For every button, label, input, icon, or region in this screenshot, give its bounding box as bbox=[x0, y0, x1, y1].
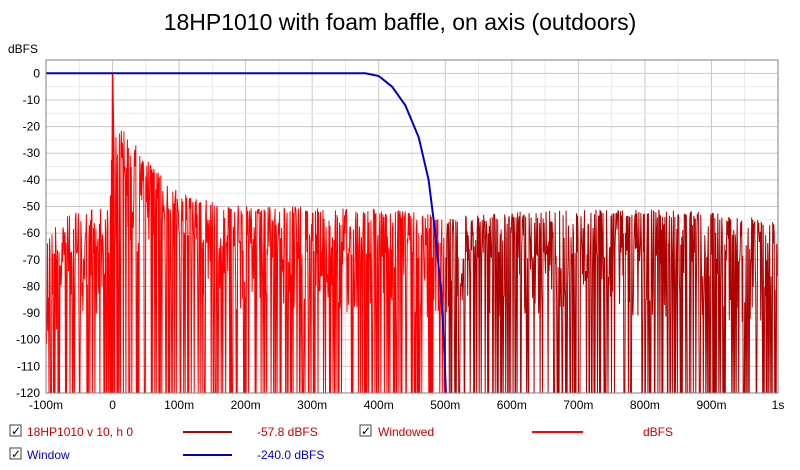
x-tick-label: 700m bbox=[563, 398, 593, 412]
y-tick-label: -60 bbox=[23, 226, 41, 240]
legend-value: dBFS bbox=[643, 425, 673, 439]
series-line-window bbox=[46, 72, 447, 394]
legend-value: -57.8 dBFS bbox=[257, 425, 318, 439]
plot-area: -100m 0 100m 200m 300m 400m 500m 600m 700m 800m 90… bbox=[16, 59, 784, 412]
y-tick-label: 0 bbox=[33, 66, 40, 80]
legend-checkbox[interactable] bbox=[359, 424, 372, 437]
x-tick-label: -100m bbox=[29, 398, 63, 412]
plot-frame bbox=[45, 59, 779, 394]
y-tick-label: -110 bbox=[17, 359, 40, 373]
legend-value: -240.0 dBFS bbox=[257, 448, 324, 462]
y-tick-label: -30 bbox=[23, 146, 41, 160]
y-tick-label: -100 bbox=[16, 333, 40, 347]
legend-checkbox[interactable] bbox=[9, 447, 22, 460]
x-tick-label: 900m bbox=[696, 398, 726, 412]
y-tick-label: -90 bbox=[23, 306, 41, 320]
check-icon: ✓ bbox=[361, 424, 371, 438]
x-tick-label: 200m bbox=[231, 398, 261, 412]
legend-label: 18HP1010 v 10, h 0 bbox=[27, 425, 133, 439]
y-tick-label: -50 bbox=[23, 200, 41, 214]
check-icon: ✓ bbox=[11, 424, 21, 438]
y-tick-label: -20 bbox=[23, 120, 41, 134]
y-tick-label: -80 bbox=[23, 279, 41, 293]
x-tick-label: 600m bbox=[497, 398, 527, 412]
x-tick-label: 0 bbox=[109, 398, 116, 412]
y-axis-label: dBFS bbox=[8, 42, 38, 56]
series-peak bbox=[111, 73, 116, 394]
y-tick-label: -10 bbox=[23, 93, 41, 107]
x-tick-label: 400m bbox=[364, 398, 394, 412]
legend-item[interactable]: ✓ Windowed dBFS bbox=[359, 424, 673, 439]
legend-checkbox[interactable] bbox=[9, 424, 22, 437]
y-tick-label: -120 bbox=[16, 386, 40, 400]
x-tick-label: 1s bbox=[772, 398, 785, 412]
legend-item[interactable]: ✓ 18HP1010 v 10, h 0 -57.8 dBFS bbox=[9, 424, 318, 439]
chart-title: 18HP1010 with foam baffle, on axis (outd… bbox=[164, 9, 637, 35]
x-tick-label: 500m bbox=[430, 398, 460, 412]
legend-label: Windowed bbox=[378, 425, 434, 439]
series-raw bbox=[45, 73, 446, 394]
x-tick-label: 300m bbox=[297, 398, 327, 412]
legend: ✓ 18HP1010 v 10, h 0 -57.8 dBFS ✓ Windowed dB… bbox=[9, 424, 673, 462]
legend-label: Window bbox=[27, 448, 70, 462]
y-tick-label: -70 bbox=[23, 253, 41, 267]
y-tick-label: -40 bbox=[23, 173, 41, 187]
tick-labels: -100m 0 100m 200m 300m 400m 500m 600m 700m 800m 90… bbox=[16, 66, 784, 412]
legend-item[interactable]: ✓ Window -240.0 dBFS bbox=[9, 447, 324, 462]
x-tick-label: 800m bbox=[630, 398, 660, 412]
x-tick-label: 100m bbox=[164, 398, 194, 412]
check-icon: ✓ bbox=[11, 447, 21, 461]
